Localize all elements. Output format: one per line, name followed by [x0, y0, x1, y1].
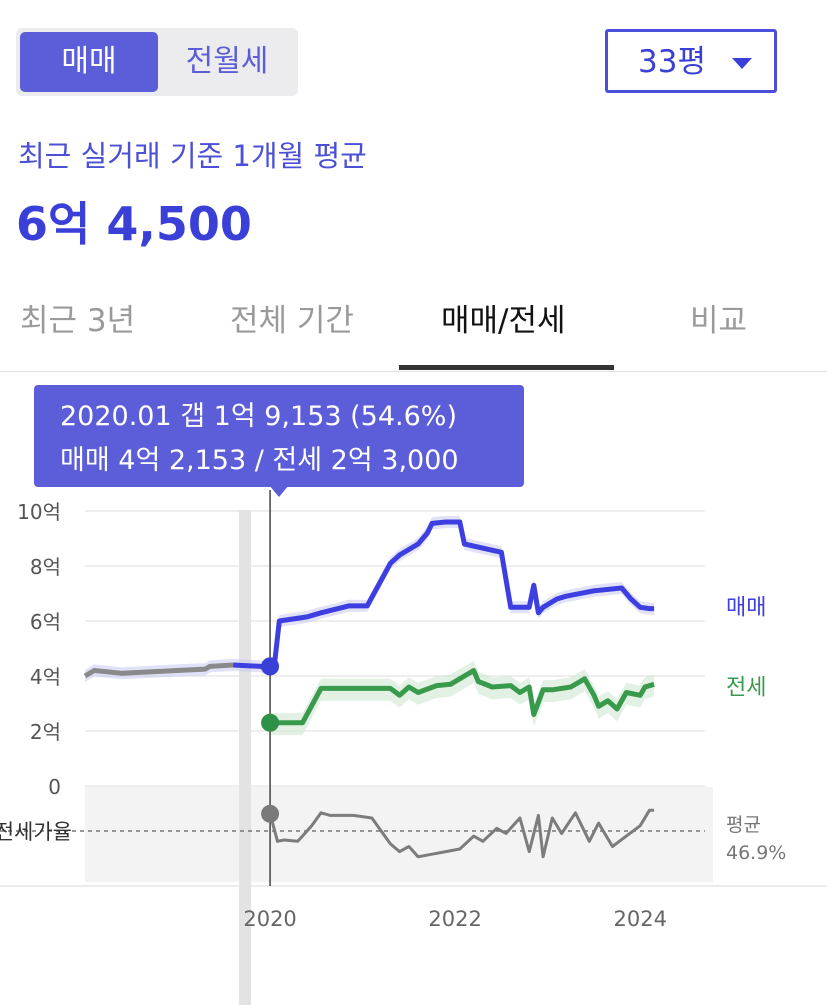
lease-series-label: 전세 — [726, 675, 766, 700]
tab-sale-lease[interactable]: 매매/전세 — [441, 303, 566, 339]
y-tick-label: 4억 — [30, 665, 61, 689]
tooltip-arrow — [269, 485, 289, 497]
active-tab-indicator — [399, 365, 614, 370]
sale-line — [232, 519, 655, 673]
tooltip-gap-line: 2020.01 갭 1억 9,153 (54.6%) — [60, 401, 457, 432]
x-tick-label: 2022 — [428, 907, 481, 931]
y-tick-label: 8억 — [30, 555, 61, 579]
ratio-selected-point — [261, 804, 280, 823]
trade-type-toggle: 매매 전월세 — [16, 28, 298, 96]
size-select[interactable]: 33평 — [605, 29, 777, 93]
lease-line — [270, 668, 655, 726]
ratio-line — [268, 808, 655, 859]
sale-history-line — [83, 662, 234, 679]
sale-series-label: 매매 — [726, 596, 766, 621]
lease-range-band — [270, 660, 655, 736]
x-tick-label: 2020 — [243, 907, 296, 931]
lease-selected-point — [261, 713, 280, 732]
size-select-value: 33평 — [638, 44, 706, 80]
y-tick-label: 0 — [48, 775, 61, 799]
x-tick-label: 2024 — [613, 907, 666, 931]
tab-all-period[interactable]: 전체 기간 — [230, 303, 354, 339]
sale-tab-button[interactable]: 매매 — [20, 32, 158, 92]
tab-recent-3-years[interactable]: 최근 3년 — [20, 303, 136, 339]
rent-tab-button[interactable]: 전월세 — [185, 44, 269, 79]
y-tick-label: 10억 — [17, 500, 61, 524]
ratio-axis-label: 전세가율 — [0, 820, 72, 844]
ratio-average-value: 46.9% — [726, 842, 786, 864]
price-subtitle: 최근 실거래 기준 1개월 평균 — [18, 139, 367, 173]
chevron-down-icon — [732, 58, 752, 69]
tooltip-price-line: 매매 4억 2,153 / 전세 2억 3,000 — [60, 445, 459, 476]
tabs-divider — [0, 371, 827, 372]
y-tick-label: 2억 — [30, 720, 61, 744]
ratio-band-background — [85, 787, 713, 882]
y-tick-label: 6억 — [30, 610, 61, 634]
selection-band — [239, 510, 252, 1005]
ratio-average-label: 평균 — [726, 814, 761, 836]
chart-tooltip: 2020.01 갭 1억 9,153 (54.6%) 매매 4억 2,153 /… — [34, 385, 524, 497]
sale-selected-point — [261, 657, 280, 676]
tab-compare[interactable]: 비교 — [690, 303, 748, 339]
average-price: 6억 4,500 — [16, 197, 252, 251]
